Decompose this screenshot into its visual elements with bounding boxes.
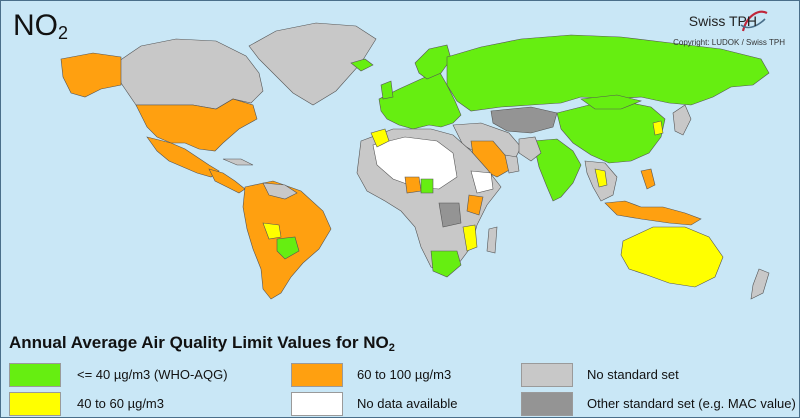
swiss-tph-logo-icon	[740, 10, 768, 32]
korea	[652, 120, 664, 136]
scandinavia	[414, 44, 452, 80]
oman	[504, 154, 520, 174]
kenya	[466, 194, 484, 216]
north-africa-nodata	[372, 136, 458, 190]
uk	[380, 80, 394, 100]
legend-swatch-who	[9, 363, 61, 387]
copyright-text: Copyright: LUDOK / Swiss TPH	[673, 38, 785, 47]
madagascar	[486, 226, 498, 254]
philippines	[640, 168, 656, 190]
central-america	[208, 168, 246, 194]
greenland	[248, 22, 377, 106]
iceland	[350, 58, 374, 72]
legend-label-40-60: 40 to 60 µg/m3	[77, 396, 164, 411]
new-zealand	[750, 268, 770, 300]
usa	[135, 98, 258, 152]
brand-name: Swiss TPH	[688, 13, 757, 29]
legend-swatch-other-standard	[521, 392, 573, 416]
legend-label-who: <= 40 µg/m3 (WHO-AQG)	[77, 367, 228, 382]
pakistan	[518, 136, 542, 162]
central-asia	[490, 106, 558, 134]
nigeria	[404, 176, 422, 194]
bolivia	[262, 222, 282, 240]
central-africa-green	[420, 178, 434, 194]
legend-label-no-standard: No standard set	[587, 367, 679, 382]
legend-swatch-no-standard	[521, 363, 573, 387]
dr-congo	[438, 202, 462, 228]
south-africa	[430, 250, 462, 278]
legend-label-no-data: No data available	[357, 396, 458, 411]
ethiopia	[470, 170, 494, 194]
australia	[620, 226, 724, 288]
mozambique	[462, 224, 478, 252]
legend: Annual Average Air Quality Limit Values …	[1, 331, 799, 417]
paraguay	[276, 236, 300, 260]
morocco	[370, 128, 390, 148]
cuba	[222, 158, 254, 166]
canada	[118, 38, 264, 110]
russia	[446, 34, 770, 112]
thailand	[594, 168, 608, 188]
japan	[672, 104, 692, 136]
legend-swatch-no-data	[291, 392, 343, 416]
legend-label-other-standard: Other standard set (e.g. MAC value)	[587, 396, 796, 411]
alaska	[60, 52, 122, 98]
legend-swatch-60-100	[291, 363, 343, 387]
india	[532, 138, 582, 202]
venezuela	[262, 182, 298, 200]
map-title: NO2	[13, 9, 69, 43]
legend-swatch-40-60	[9, 392, 61, 416]
legend-title: Annual Average Air Quality Limit Values …	[9, 333, 395, 354]
indonesia	[604, 200, 702, 226]
mongolia	[580, 94, 642, 110]
legend-label-60-100: 60 to 100 µg/m3	[357, 367, 452, 382]
